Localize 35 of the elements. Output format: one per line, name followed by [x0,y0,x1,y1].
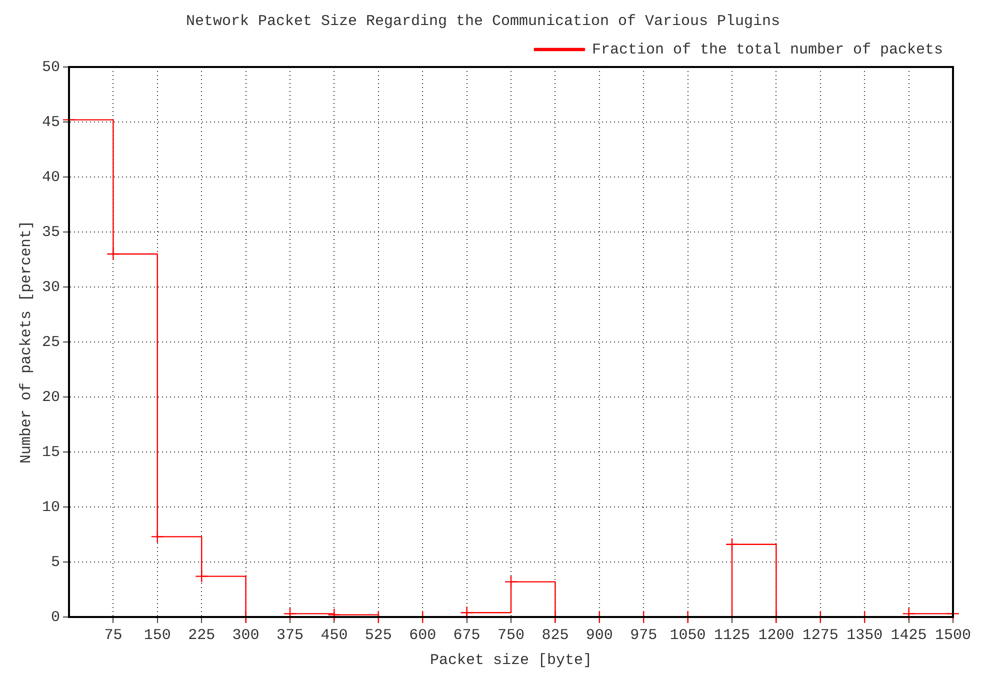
x-tick-label: 675 [453,626,480,644]
y-tick-label: 25 [42,334,60,351]
y-tick-label: 40 [42,168,60,186]
x-tick-label: 1425 [890,626,927,644]
x-axis-title: Packet size [byte] [430,652,592,669]
x-tick-label: 600 [409,626,436,644]
y-tick-label: 20 [42,388,60,406]
y-tick-label: 0 [50,608,60,626]
y-tick-label: 45 [42,114,60,131]
x-tick-label: 75 [104,626,122,644]
x-tick-label: 1275 [802,626,838,644]
x-tick-label: 1050 [670,626,706,644]
x-tick-label: 300 [232,626,260,644]
x-tick-label: 1500 [934,626,972,644]
chart-title: Network Packet Size Regarding the Communication of Various Plugins [186,12,780,30]
x-tick-label: 1200 [758,626,794,644]
y-tick-label: 10 [42,498,60,516]
x-tick-label: 1125 [714,626,750,644]
x-tick-label: 450 [320,626,348,644]
x-tick-label: 375 [276,626,304,644]
y-tick-label: 5 [50,554,60,571]
legend-label: Fraction of the total number of packets [592,41,944,58]
y-tick-label: 35 [42,224,60,241]
y-tick-label: 15 [42,444,60,461]
y-axis-title: Number of packets [percent] [18,220,35,464]
x-tick-label: 150 [144,626,171,644]
x-tick-label: 975 [630,626,658,644]
y-tick-label: 30 [42,278,60,296]
x-tick-label: 225 [188,626,216,644]
y-tick-label: 50 [42,58,60,76]
x-tick-label: 900 [586,626,613,644]
x-tick-label: 825 [542,626,569,644]
x-tick-label: 1350 [846,626,883,644]
x-tick-label: 525 [364,626,392,644]
x-tick-label: 750 [497,626,525,644]
